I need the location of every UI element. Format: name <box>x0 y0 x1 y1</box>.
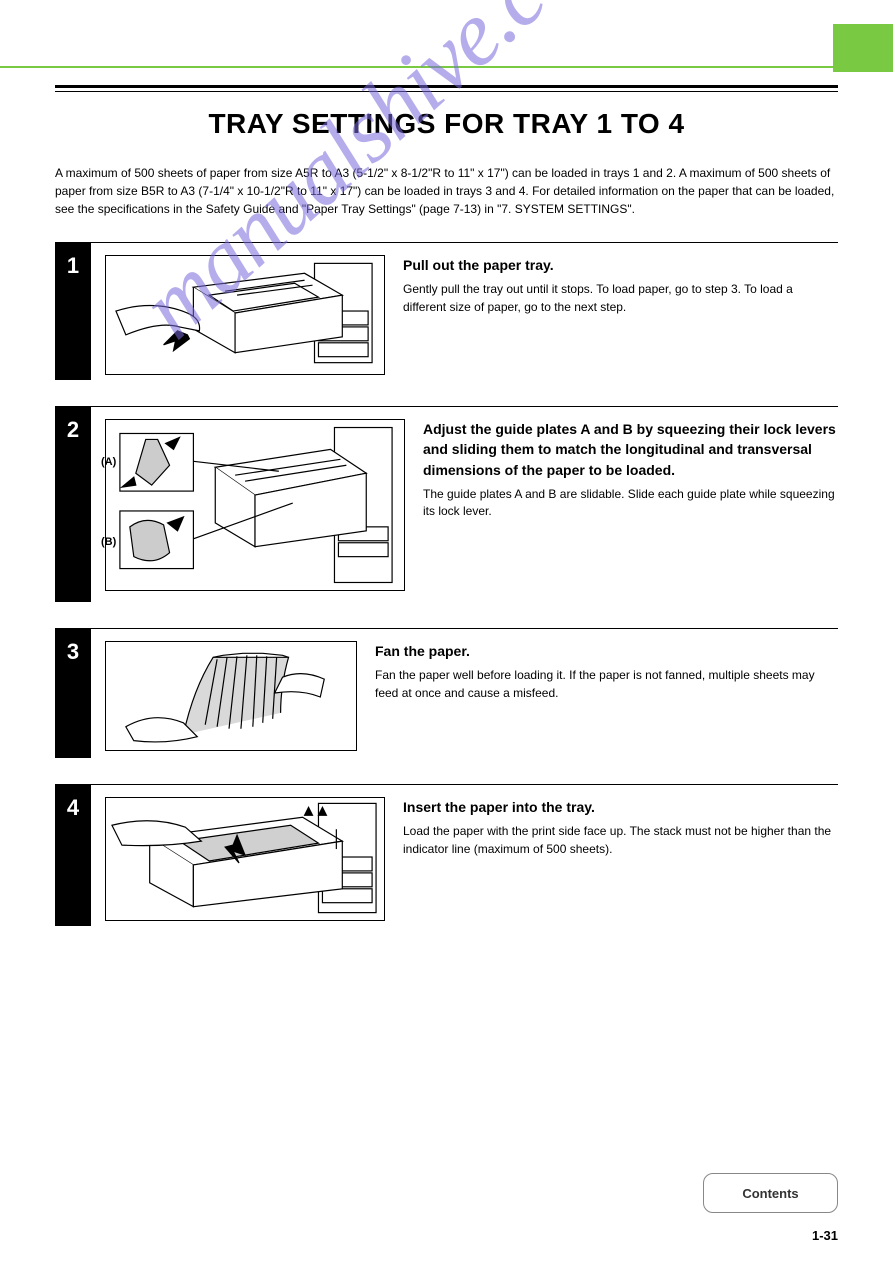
guide-label-b: (B) <box>101 537 116 548</box>
step-number: 2 <box>55 407 91 602</box>
step-1: 1 <box>55 242 838 380</box>
step-body: Gently pull the tray out until it stops.… <box>403 281 838 316</box>
step-4: 4 <box>55 784 838 926</box>
step-content: Fan the paper. Fan the paper well before… <box>91 629 838 758</box>
page-number: 1-31 <box>812 1228 838 1243</box>
step-1-image <box>105 255 385 375</box>
accent-line <box>0 66 833 68</box>
guide-label-a: (A) <box>101 457 116 468</box>
title-rule <box>55 85 838 92</box>
intro-text: A maximum of 500 sheets of paper from si… <box>55 164 838 218</box>
step-number: 1 <box>55 243 91 380</box>
step-body: Load the paper with the print side face … <box>403 823 838 858</box>
step-text: Insert the paper into the tray. Load the… <box>403 797 838 926</box>
step-content: (A) (B) Adjust the guide plates A and B … <box>91 407 838 602</box>
step-heading: Insert the paper into the tray. <box>403 797 838 817</box>
step-number: 3 <box>55 629 91 758</box>
step-content: Pull out the paper tray. Gently pull the… <box>91 243 838 380</box>
step-number: 4 <box>55 785 91 926</box>
step-3: 3 <box>55 628 838 758</box>
step-2-image <box>105 419 405 591</box>
step-heading: Pull out the paper tray. <box>403 255 838 275</box>
step-text: Fan the paper. Fan the paper well before… <box>375 641 838 758</box>
contents-button[interactable]: Contents <box>703 1173 838 1213</box>
page-title: TRAY SETTINGS FOR TRAY 1 TO 4 <box>55 108 838 140</box>
step-heading: Fan the paper. <box>375 641 838 661</box>
page-body: TRAY SETTINGS FOR TRAY 1 TO 4 A maximum … <box>55 85 838 952</box>
step-body: Fan the paper well before loading it. If… <box>375 667 838 702</box>
step-4-image <box>105 797 385 921</box>
step-body: The guide plates A and B are slidable. S… <box>423 486 838 521</box>
step-2: 2 <box>55 406 838 602</box>
step-heading: Adjust the guide plates A and B by squee… <box>423 419 838 480</box>
step-3-image <box>105 641 357 751</box>
step-text: Adjust the guide plates A and B by squee… <box>423 419 838 602</box>
step-content: Insert the paper into the tray. Load the… <box>91 785 838 926</box>
accent-bar <box>833 24 893 72</box>
step-text: Pull out the paper tray. Gently pull the… <box>403 255 838 380</box>
